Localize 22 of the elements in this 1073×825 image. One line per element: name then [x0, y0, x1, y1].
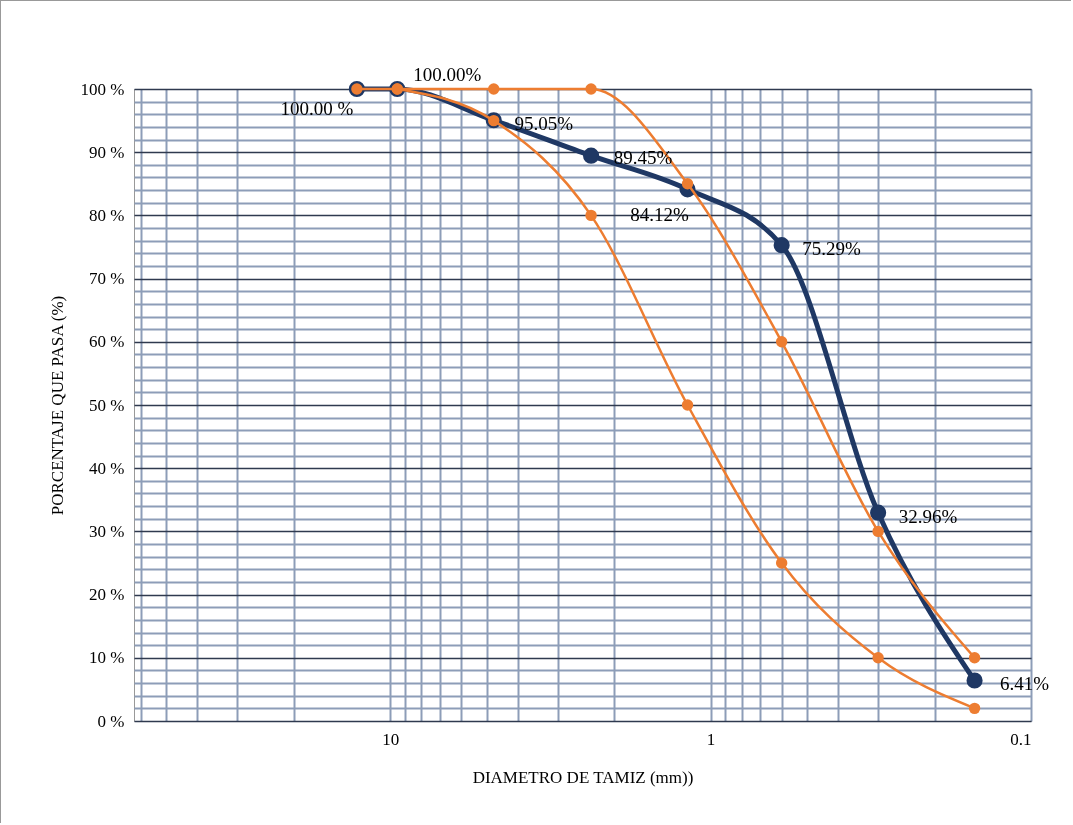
- y-tick-label: 40 %: [89, 458, 125, 478]
- y-tick-label: 50 %: [89, 395, 125, 415]
- y-tick-label: 100 %: [80, 79, 125, 99]
- data-label: 95.05%: [514, 113, 574, 135]
- y-tick-label: 70 %: [89, 269, 125, 289]
- y-tick-label: 0 %: [97, 711, 125, 731]
- x-tick-label: 0.1: [1010, 729, 1032, 749]
- data-label: 100.00 %: [280, 98, 354, 119]
- y-tick-label: 90 %: [89, 142, 125, 162]
- x-tick-label: 10: [382, 729, 400, 749]
- data-label: 100.00%: [413, 64, 482, 85]
- x-axis-title: DIAMETRO DE TAMIZ (mm)): [472, 767, 694, 787]
- y-tick-label: 10 %: [89, 648, 125, 668]
- x-tick-label: 1: [706, 729, 716, 749]
- data-label: 75.29%: [802, 238, 862, 260]
- y-tick-label: 60 %: [89, 332, 125, 352]
- y-tick-label: 80 %: [89, 205, 125, 225]
- y-tick-label: 30 %: [89, 521, 125, 541]
- y-tick-label: 20 %: [89, 585, 125, 605]
- y-axis-title: PORCENTAJE QUE PASA (%): [47, 295, 67, 516]
- data-label: 6.41%: [1000, 673, 1050, 695]
- data-label: 32.96%: [898, 505, 958, 527]
